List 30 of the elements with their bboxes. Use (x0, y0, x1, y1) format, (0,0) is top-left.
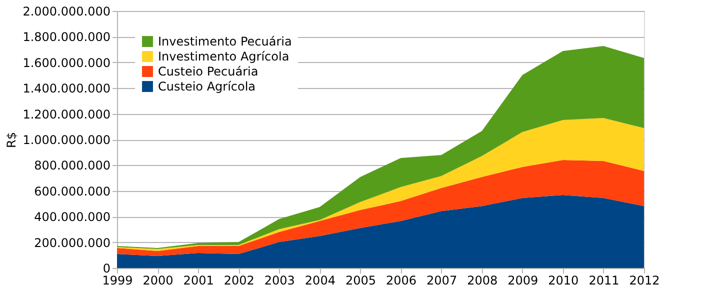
x-tick-label: 1999 (102, 274, 133, 288)
legend-label: Investimento Agrícola (158, 50, 290, 64)
y-tick-label: 800.000.000 (34, 158, 110, 173)
legend-label: Investimento Pecuária (158, 34, 292, 48)
y-tick-label: 600.000.000 (34, 184, 110, 198)
y-tick-label: 2.000.000.000 (22, 4, 110, 18)
x-tick-label: 2004 (304, 274, 336, 288)
x-tick-label: 2012 (629, 274, 660, 288)
y-tick-label: 0 (102, 262, 110, 276)
legend-label: Custeio Pecuária (158, 64, 258, 78)
y-tick-label: 400.000.000 (34, 210, 110, 224)
y-tick-label: 1.400.000.000 (22, 82, 110, 96)
x-tick-label: 2003 (264, 274, 295, 288)
y-axis-title: R$ (4, 132, 19, 148)
y-tick-label: 1.600.000.000 (22, 56, 110, 70)
x-tick-label: 2005 (345, 274, 376, 288)
x-tick-label: 2000 (142, 274, 174, 288)
x-tick-label: 2006 (386, 274, 417, 288)
y-tick-label: 1.200.000.000 (22, 107, 110, 122)
y-tick-label: 1.800.000.000 (22, 30, 110, 44)
y-tick-label: 200.000.000 (34, 236, 110, 250)
x-tick-label: 2010 (548, 274, 579, 288)
x-tick-label: 2009 (508, 274, 538, 288)
x-tick-label: 2011 (588, 274, 620, 288)
y-tick-label: 1.000.000.000 (22, 133, 110, 147)
x-tick-label: 2007 (426, 274, 458, 288)
x-tick-label: 2002 (224, 274, 254, 288)
x-tick-label: 2001 (183, 274, 214, 288)
legend-label: Custeio Agrícola (158, 80, 256, 94)
x-tick-label: 2008 (467, 274, 498, 288)
